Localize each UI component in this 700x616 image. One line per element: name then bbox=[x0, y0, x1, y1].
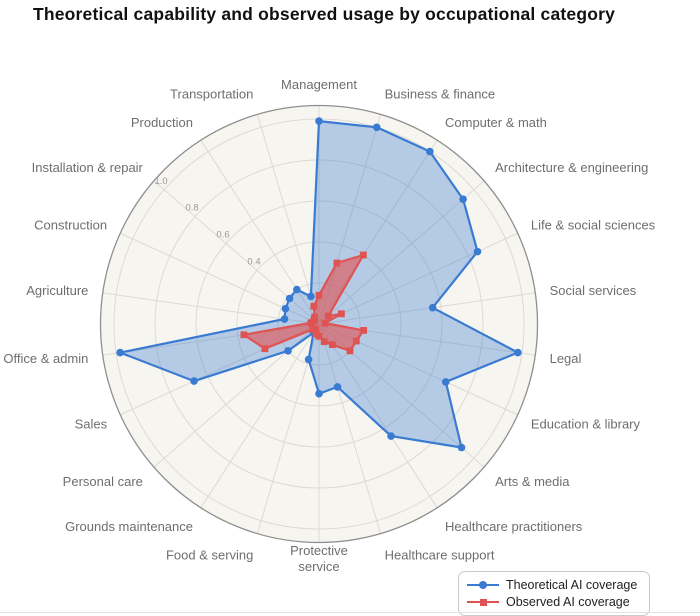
observed-data-point-marker bbox=[360, 327, 368, 334]
theoretical-data-point-marker bbox=[304, 355, 313, 364]
observed-data-point-marker bbox=[315, 291, 323, 299]
radial-spoke bbox=[256, 114, 320, 325]
category-label: Food & serving bbox=[166, 547, 253, 562]
radial-spoke bbox=[318, 292, 536, 325]
observed-data-point-marker bbox=[352, 337, 360, 345]
category-label: Office & admin bbox=[3, 351, 88, 366]
theoretical-data-point-marker bbox=[281, 304, 290, 313]
theoretical-data-point-marker bbox=[333, 383, 342, 391]
observed-data-point-marker bbox=[324, 312, 332, 320]
observed-data-point-marker bbox=[310, 302, 318, 310]
category-label: Construction bbox=[34, 217, 107, 232]
theoretical-data-point-marker bbox=[285, 294, 294, 303]
category-label: Legal bbox=[550, 351, 582, 366]
theoretical-data-point-marker bbox=[372, 123, 381, 132]
category-label: Business & finance bbox=[385, 87, 496, 102]
theoretical-data-point-marker bbox=[387, 432, 395, 440]
theoretical-data-point-marker bbox=[280, 315, 289, 323]
observed-data-point-marker bbox=[309, 325, 317, 333]
theoretical-data-point-marker bbox=[426, 147, 434, 156]
theoretical-data-point-marker bbox=[307, 292, 315, 301]
observed-data-point-marker bbox=[321, 319, 329, 327]
theoretical-data-point-marker bbox=[514, 348, 522, 357]
radial-tick-label: 0.6 bbox=[216, 230, 229, 241]
theoretical-data-point-marker bbox=[442, 378, 450, 386]
radial-spoke bbox=[318, 232, 518, 325]
category-label: Social services bbox=[550, 283, 637, 298]
chart-title: Theoretical capability and observed usag… bbox=[32, 4, 616, 24]
radial-spoke bbox=[318, 180, 485, 325]
radial-spoke bbox=[318, 323, 438, 509]
category-label: Personal care bbox=[63, 474, 143, 489]
radial-spoke bbox=[200, 139, 320, 325]
observed-data-point-marker bbox=[333, 259, 341, 267]
theoretical-series-marker-icon bbox=[467, 579, 499, 591]
legend: Theoretical AI coverage Observed AI cove… bbox=[458, 571, 651, 616]
observed-data-point-marker bbox=[359, 251, 367, 259]
category-label: Management bbox=[281, 77, 357, 92]
category-label: Protective service bbox=[290, 543, 348, 574]
radial-spoke bbox=[318, 323, 382, 534]
theoretical-data-point-marker bbox=[457, 443, 466, 452]
category-label: Architecture & engineering bbox=[495, 160, 648, 175]
axis-outline bbox=[99, 104, 539, 544]
radial-tick-label: 1.0 bbox=[154, 176, 167, 187]
observed-data-point-marker bbox=[320, 338, 328, 346]
legend-label-observed: Observed AI coverage bbox=[506, 594, 630, 609]
observed-data-point-marker bbox=[261, 345, 269, 353]
category-label: Arts & media bbox=[495, 474, 570, 489]
category-label: Computer & math bbox=[445, 115, 547, 130]
observed-data-point-marker bbox=[240, 331, 248, 339]
theoretical-data-point-marker bbox=[315, 389, 323, 398]
category-label: Sales bbox=[75, 417, 108, 432]
theoretical-data-point-marker bbox=[315, 117, 323, 125]
radial-tick-label: 0.4 bbox=[247, 256, 260, 267]
bottom-divider bbox=[0, 612, 700, 613]
theoretical-data-point-marker bbox=[459, 195, 467, 203]
legend-label-theoretical: Theoretical AI coverage bbox=[506, 577, 638, 592]
category-label: Healthcare support bbox=[385, 547, 495, 562]
category-label: Installation & repair bbox=[32, 160, 144, 175]
theoretical-data-point-marker bbox=[284, 347, 292, 355]
theoretical-data-point-marker bbox=[428, 303, 437, 312]
legend-item-theoretical[interactable]: Theoretical AI coverage bbox=[467, 576, 637, 593]
radial-spoke bbox=[200, 323, 320, 509]
legend-item-observed[interactable]: Observed AI coverage bbox=[467, 593, 637, 610]
observed-data-point-marker bbox=[328, 341, 336, 349]
observed-data-point-marker bbox=[312, 330, 320, 338]
category-label: Transportation bbox=[170, 87, 253, 102]
theoretical-data-point-marker bbox=[473, 247, 482, 256]
theoretical-data-point-marker bbox=[190, 377, 198, 385]
category-label: Grounds maintenance bbox=[65, 519, 193, 534]
category-label: Agriculture bbox=[26, 283, 88, 298]
theoretical-data-point-marker bbox=[293, 285, 301, 294]
theoretical-data-point-marker bbox=[116, 348, 124, 357]
observed-data-point-marker bbox=[311, 313, 318, 321]
observed-data-point-marker bbox=[346, 347, 354, 355]
category-label: Production bbox=[131, 115, 193, 130]
observed-data-point-marker bbox=[337, 310, 345, 318]
category-label: Education & library bbox=[531, 417, 641, 432]
radial-tick-label: 0.8 bbox=[185, 203, 198, 214]
category-label: Healthcare practitioners bbox=[445, 519, 583, 534]
observed-series-marker-icon bbox=[467, 596, 499, 608]
category-label: Life & social sciences bbox=[531, 217, 656, 232]
